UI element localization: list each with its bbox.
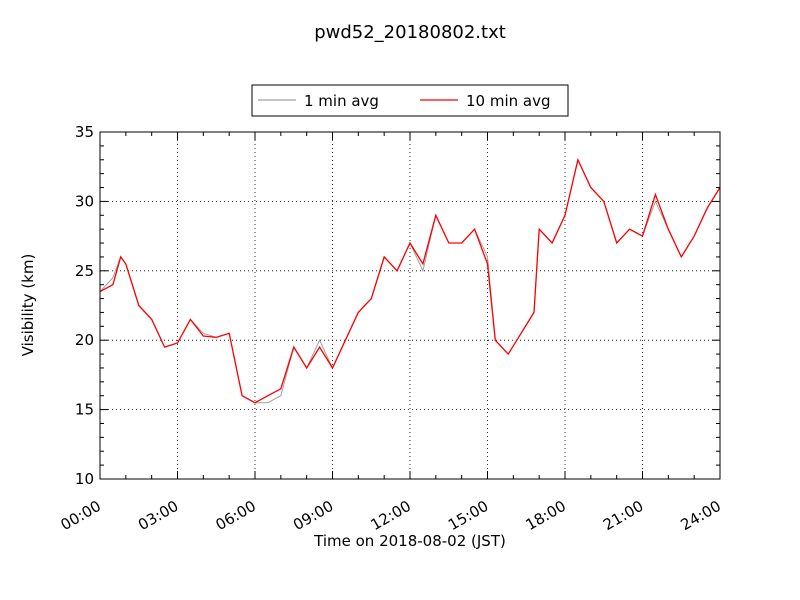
legend: 1 min avg 10 min avg: [251, 84, 569, 117]
x-tick-label: 15:00: [445, 497, 491, 534]
y-axis-label: Visibility (km): [19, 254, 37, 357]
chart-title: pwd52_20180802.txt: [314, 22, 506, 43]
x-tick-label: 06:00: [213, 497, 259, 534]
plot-data: [99, 157, 721, 404]
legend-label-1-min-avg: 1 min avg: [304, 92, 379, 110]
legend-box: [251, 84, 569, 117]
y-tick-label: 30: [75, 192, 94, 210]
y-tick-label: 25: [75, 262, 94, 280]
x-tick-label: 12:00: [368, 497, 414, 534]
x-tick-label: 03:00: [135, 497, 181, 534]
x-tick-label: 09:00: [290, 497, 336, 534]
y-tick-label: 15: [75, 401, 94, 419]
series-line-10-min-avg: [99, 157, 721, 404]
x-tick-label: 21:00: [600, 497, 646, 534]
x-tick-label: 24:00: [678, 497, 724, 534]
x-axis-label: Time on 2018-08-02 (JST): [313, 532, 506, 550]
y-tick-label: 35: [75, 123, 94, 141]
grid: [100, 132, 720, 479]
x-tick-label: 18:00: [523, 497, 569, 534]
axis-ticks: 00:00 03:00 06:00 09:00 12:00 15:00 18:00 21:00…: [58, 123, 724, 534]
y-tick-label: 10: [75, 470, 94, 488]
legend-label-10-min-avg: 10 min avg: [466, 92, 551, 110]
x-tick-label: 00:00: [58, 497, 104, 534]
y-tick-label: 20: [75, 331, 94, 349]
